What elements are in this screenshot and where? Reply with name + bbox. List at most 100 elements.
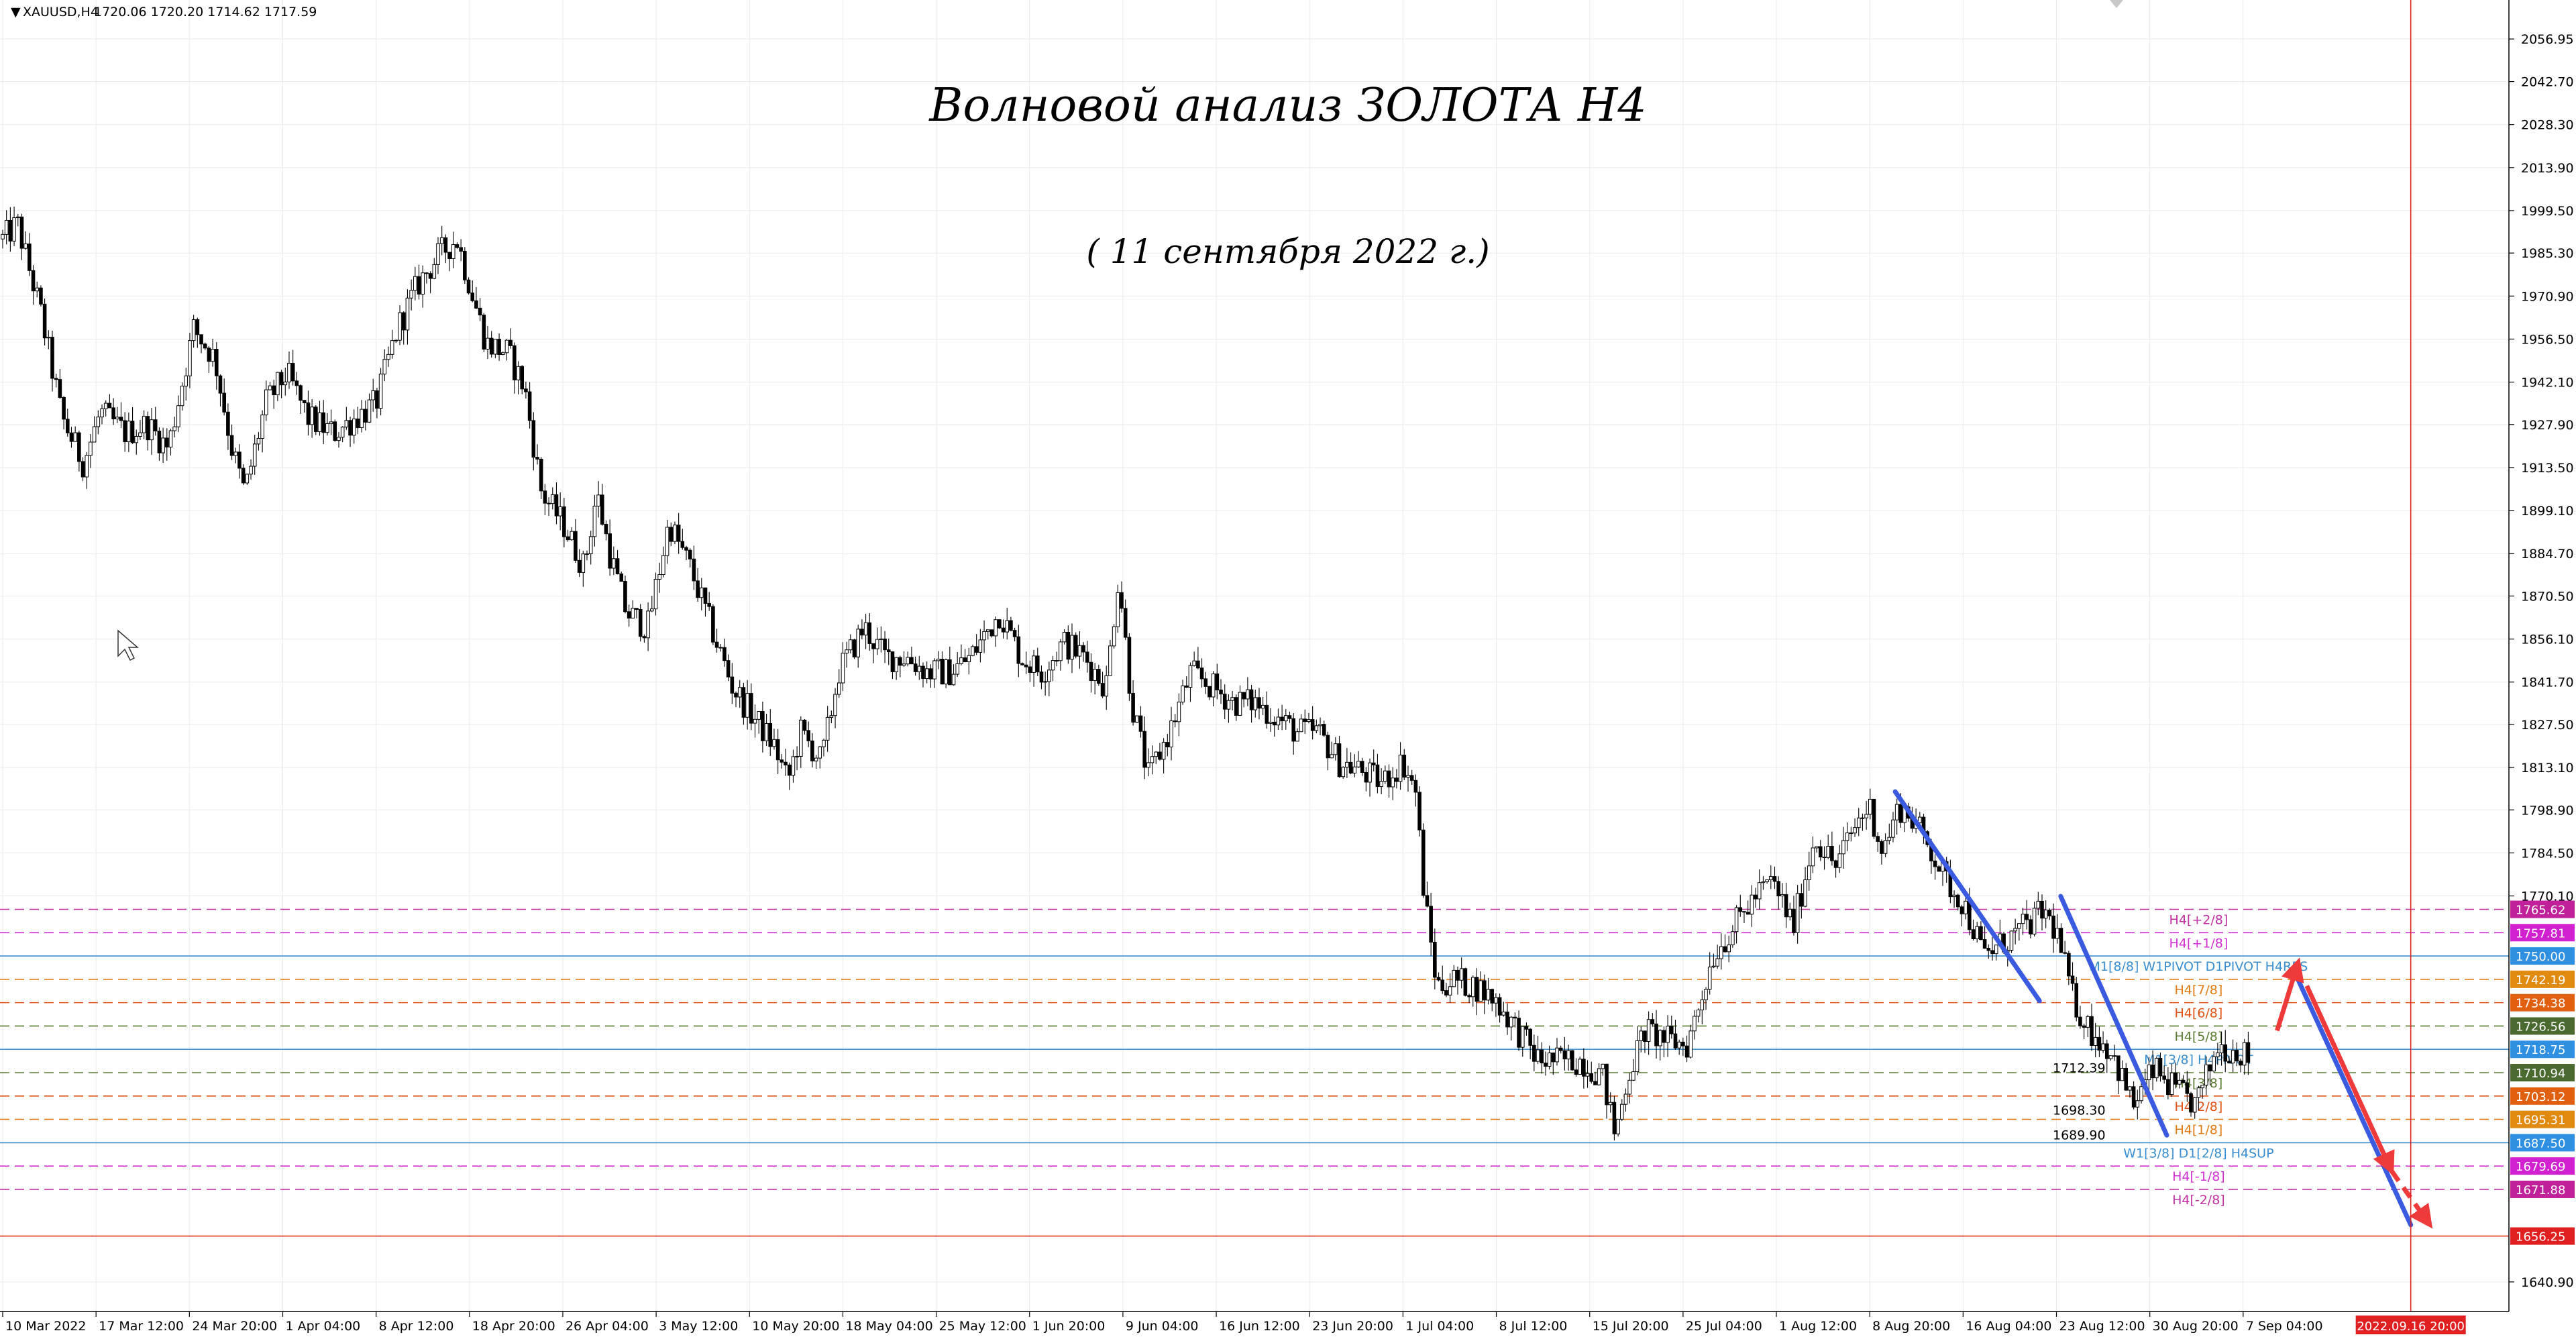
time-marker-label: 2022.09.16 20:00 <box>2357 1320 2465 1334</box>
candle-body <box>924 668 929 680</box>
price-badge-label: 1726.56 <box>2516 1020 2565 1034</box>
candle-body <box>554 494 559 517</box>
price-badge <box>2510 1180 2575 1198</box>
candle-body <box>959 657 963 664</box>
candle-body <box>378 374 383 409</box>
time-tick-label: 23 Aug 12:00 <box>2059 1319 2145 1334</box>
chart-grid <box>0 0 2509 1311</box>
candle-body <box>2043 910 2048 919</box>
candle-body <box>2139 1086 2143 1102</box>
candle-body <box>913 663 918 672</box>
price-tick-label: 1999.50 <box>2521 204 2574 219</box>
candle-body <box>2032 908 2037 934</box>
candle-body <box>661 555 665 576</box>
chart-shift-marker-icon[interactable] <box>2110 0 2123 8</box>
candle-body <box>1979 926 1983 941</box>
candle-body <box>1352 766 1357 773</box>
candle-body <box>1234 697 1238 716</box>
candle-body <box>1112 626 1116 647</box>
candle-body <box>2158 1057 2163 1077</box>
candle-body <box>757 711 761 720</box>
candle-body <box>726 660 731 678</box>
candle-body <box>1623 1093 1628 1105</box>
candle-body <box>428 273 433 279</box>
time-tick-label: 24 Mar 20:00 <box>192 1319 277 1334</box>
candle-body <box>222 392 226 413</box>
candle-body <box>1894 804 1899 820</box>
candle-body <box>344 420 349 428</box>
candle-body <box>1348 761 1353 773</box>
candle-body <box>1723 946 1727 953</box>
candle-body <box>23 244 28 249</box>
candle-body <box>2192 1097 2197 1113</box>
candle-body <box>2025 914 2029 920</box>
candle-body <box>974 646 979 653</box>
candle-body <box>294 380 299 386</box>
candle-body <box>680 541 685 548</box>
candle-body <box>1474 977 1479 1002</box>
candle-body <box>103 403 108 409</box>
candle-body <box>1479 980 1483 1002</box>
price-badge <box>2510 1110 2575 1128</box>
candle-body <box>241 468 246 484</box>
time-tick-label: 1 Aug 12:00 <box>1779 1319 1857 1334</box>
candle-body <box>1184 685 1189 688</box>
candle-body <box>833 694 837 716</box>
candle-body <box>1356 761 1360 767</box>
candle-body <box>1837 853 1842 868</box>
candle-body <box>1501 1011 1506 1016</box>
candle-body <box>2239 1061 2243 1066</box>
candle-body <box>1364 771 1368 783</box>
candle-body <box>1120 592 1124 609</box>
candle-body <box>268 385 272 390</box>
time-axis[interactable]: 10 Mar 2022 17 Mar 12:00 24 Mar 20:00 1 Apr… <box>0 1311 2509 1334</box>
candle-body <box>1448 986 1452 996</box>
price-axis[interactable]: 2056.95 2042.70 2028.30 2013.90 1999.50 1985.… <box>2053 0 2575 1311</box>
candle-body <box>994 619 998 637</box>
candle-body <box>649 608 654 612</box>
candle-body <box>596 494 600 506</box>
wave-trend-line <box>2058 894 2169 1138</box>
candle-body <box>1295 731 1299 742</box>
price-badge-label: 1679.69 <box>2516 1160 2565 1174</box>
candle-body <box>2135 1100 2140 1108</box>
candle-body <box>562 506 566 537</box>
price-tick-label: 2042.70 <box>2521 75 2574 90</box>
candle-body <box>799 719 803 757</box>
price-badge-label: 1687.50 <box>2516 1136 2565 1150</box>
candle-body <box>906 657 910 665</box>
candle-body <box>978 639 983 653</box>
analysis-overlays <box>1892 0 2433 1311</box>
candle-body <box>917 665 922 672</box>
candle-body <box>1795 893 1800 933</box>
price-badge <box>2510 1017 2575 1035</box>
candle-body <box>1127 637 1132 694</box>
time-tick-label: 8 Aug 20:00 <box>1872 1319 1950 1334</box>
time-tick-label: 15 Jul 20:00 <box>1593 1319 1669 1334</box>
candle-body <box>413 276 417 291</box>
candle-body <box>524 388 528 392</box>
candle-body <box>2104 1043 2109 1059</box>
candle-body <box>1490 989 1495 1004</box>
candle-body <box>226 411 230 436</box>
candle-body <box>46 337 51 339</box>
candle-body <box>547 502 551 504</box>
candle-body <box>1230 697 1234 701</box>
candle-body <box>1757 882 1762 900</box>
candle-body <box>1440 979 1445 992</box>
candle-body <box>134 435 139 443</box>
candle-body <box>1517 1018 1521 1048</box>
candle-body <box>176 405 180 427</box>
symbol-dropdown-icon[interactable]: ▼ <box>11 5 21 19</box>
price-badge-label: 1718.75 <box>2516 1043 2565 1057</box>
candle-body <box>692 558 696 582</box>
candle-body <box>1643 1030 1647 1042</box>
candle-body <box>1409 775 1414 781</box>
candle-body <box>1066 631 1071 660</box>
price-tick-label: 1927.90 <box>2521 418 2574 433</box>
candle-body <box>1192 660 1196 666</box>
candle-body <box>302 400 307 404</box>
candle-body <box>1459 968 1464 981</box>
candle-body <box>4 219 9 235</box>
